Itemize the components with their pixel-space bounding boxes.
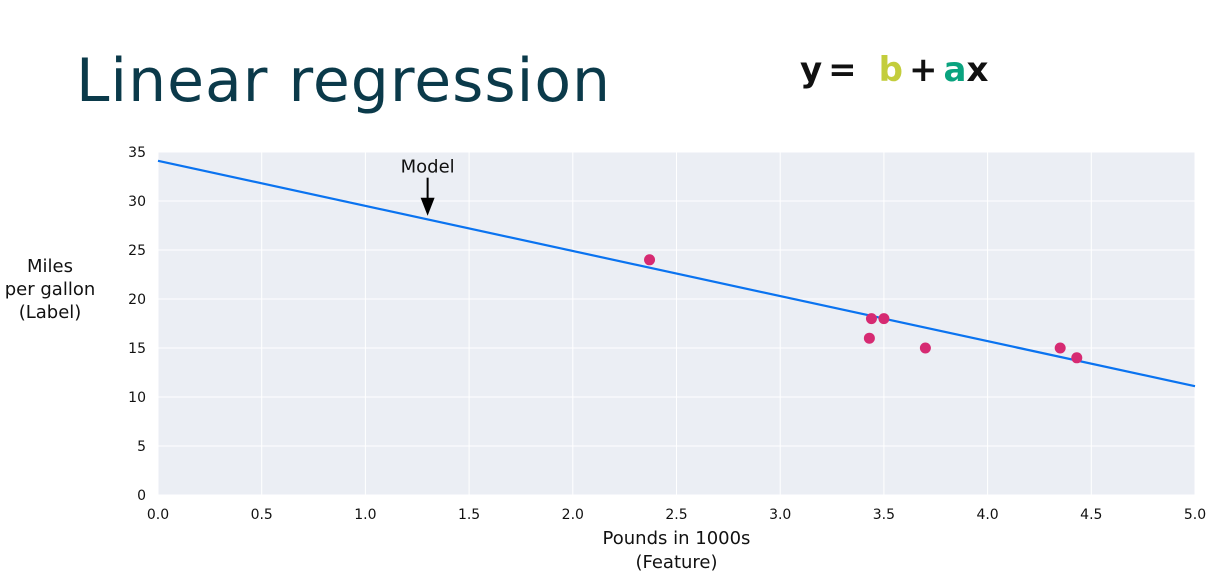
y-tick-label: 15 (128, 341, 146, 357)
formula-term: + (909, 50, 938, 90)
y-axis-label: per gallon (5, 279, 96, 300)
formula-term: x (966, 50, 989, 90)
arrow-head-icon (420, 197, 435, 216)
y-axis-label: Miles (27, 256, 73, 277)
data-point (1054, 342, 1066, 354)
data-point (878, 313, 890, 325)
y-tick-label: 5 (137, 439, 146, 455)
x-tick-label: 3.5 (873, 507, 895, 523)
x-tick-label: 4.5 (1080, 507, 1102, 523)
formula-term: y (800, 50, 823, 90)
x-tick-label: 2.5 (665, 507, 687, 523)
data-point (644, 254, 656, 266)
x-tick-label: 0.5 (251, 507, 273, 523)
regression-formula: y = b + ax (800, 50, 994, 90)
y-tick-label: 35 (128, 145, 146, 161)
x-tick-label: 3.0 (769, 507, 791, 523)
x-tick-label: 1.5 (458, 507, 480, 523)
x-tick-label: 4.0 (976, 507, 998, 523)
x-axis-label: (Feature) (635, 552, 717, 573)
data-point (919, 342, 931, 354)
regression-line (157, 159, 1196, 388)
y-axis-label: (Label) (19, 302, 82, 323)
x-tick-label: 5.0 (1184, 507, 1206, 523)
x-axis-label: Pounds in 1000s (603, 528, 751, 549)
formula-term: a (943, 50, 967, 90)
formula-term: = (828, 50, 857, 90)
y-tick-label: 10 (128, 390, 146, 406)
y-tick-label: 30 (128, 194, 146, 210)
data-point (865, 313, 877, 325)
formula-term: b (878, 50, 904, 90)
x-tick-label: 1.0 (354, 507, 376, 523)
data-point (863, 332, 875, 344)
y-tick-label: 25 (128, 243, 146, 259)
slide-title: Linear regression (76, 46, 612, 116)
y-tick-label: 0 (137, 488, 146, 504)
x-tick-label: 0.0 (147, 507, 169, 523)
x-tick-label: 2.0 (562, 507, 584, 523)
y-tick-label: 20 (128, 292, 146, 308)
model-annotation: Model (401, 157, 455, 178)
data-point (1071, 352, 1083, 364)
